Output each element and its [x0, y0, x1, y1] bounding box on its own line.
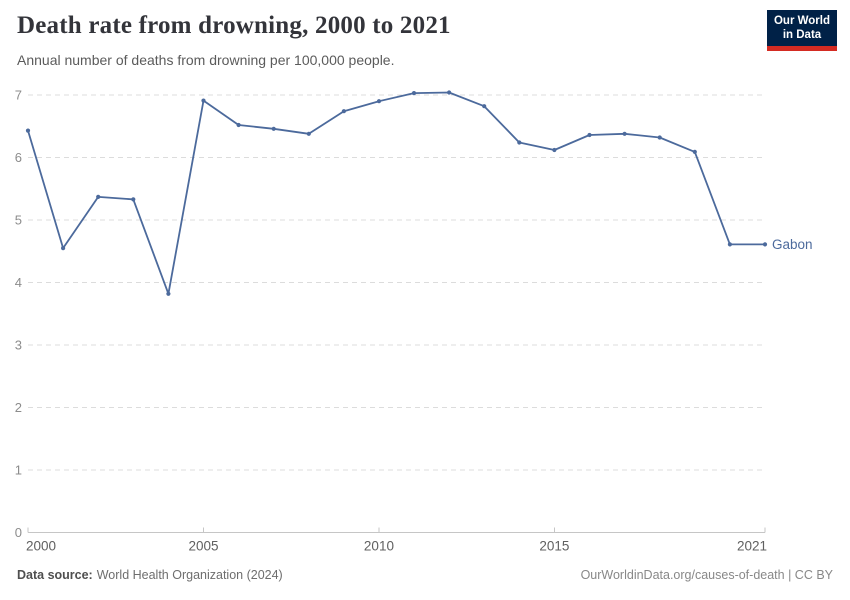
data-point[interactable] [376, 99, 382, 104]
x-tick-label: 2010 [364, 539, 394, 554]
data-line[interactable] [27, 91, 766, 295]
data-point[interactable] [201, 98, 206, 103]
data-point[interactable] [587, 132, 592, 138]
y-tick-label: 5 [15, 213, 22, 228]
data-point[interactable] [657, 135, 662, 140]
data-point[interactable] [236, 122, 241, 128]
y-tick-label: 3 [15, 338, 22, 353]
data-point[interactable] [622, 131, 627, 136]
y-tick-label: 6 [15, 150, 22, 165]
data-source-label: Data source: [17, 568, 93, 582]
y-tick-label: 1 [15, 463, 22, 478]
data-point[interactable] [25, 128, 31, 133]
x-tick-label: 2005 [188, 539, 218, 554]
logo-line1: Our World [773, 15, 830, 27]
data-point[interactable] [517, 140, 522, 145]
data-point[interactable] [727, 242, 733, 247]
chart-subtitle: Annual number of deaths from drowning pe… [17, 52, 395, 68]
data-point[interactable] [447, 90, 452, 95]
data-point[interactable] [692, 149, 697, 154]
data-source-text: World Health Organization (2024) [96, 568, 283, 582]
data-point[interactable] [61, 246, 66, 251]
y-tick-label: 2 [15, 400, 22, 415]
data-point[interactable] [271, 126, 276, 131]
owid-logo[interactable]: Our World in Data [767, 10, 837, 51]
data-point[interactable] [411, 91, 417, 96]
credit-link[interactable]: OurWorldinData.org/causes-of-death | CC … [580, 568, 833, 582]
data-source: Data source: World Health Organization (2… [17, 568, 283, 582]
data-point[interactable] [96, 194, 101, 199]
chart-canvas[interactable]: 0 1 2 3 4 5 6 7 2000 2005 2010 2015 2021 Gabon [0, 80, 850, 565]
data-point[interactable] [131, 197, 136, 202]
data-point[interactable] [552, 147, 557, 153]
data-point[interactable] [306, 131, 311, 136]
x-tick-label: 2000 [26, 539, 56, 554]
data-point[interactable] [166, 291, 171, 296]
series-label: Gabon [772, 237, 813, 252]
logo-line2: in Data [782, 28, 822, 41]
y-tick-label: 0 [15, 525, 22, 540]
y-tick-label: 4 [15, 275, 22, 290]
data-point[interactable] [341, 109, 346, 114]
x-tick-label: 2015 [539, 539, 569, 554]
data-point[interactable] [482, 104, 487, 109]
data-point[interactable] [762, 242, 768, 247]
chart-footer: Data source: World Health Organization (2… [17, 568, 833, 582]
y-tick-label: 7 [15, 88, 22, 103]
x-tick-label: 2021 [737, 539, 767, 554]
chart-title: Death rate from drowning, 2000 to 2021 [17, 12, 451, 39]
